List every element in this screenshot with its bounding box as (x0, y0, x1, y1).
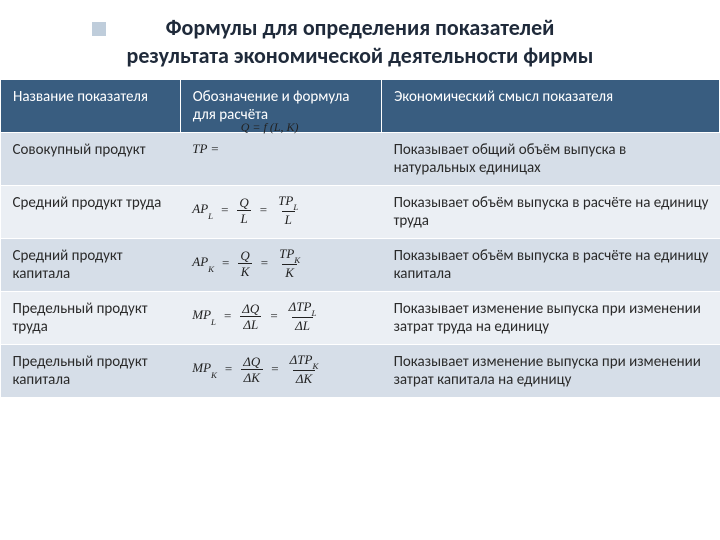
formula-tp-text: TP = (192, 141, 219, 157)
frac-dq-dk: ΔQΔK (240, 355, 263, 384)
cell-meaning: Показывает объём выпуска в расчёте на ед… (382, 239, 720, 292)
cell-name: Предельный продукт труда (1, 292, 181, 345)
cell-meaning: Показывает изменение выпуска при изменен… (382, 292, 720, 345)
equals-icon: = (223, 361, 234, 377)
header-name: Название показателя (1, 80, 181, 133)
equals-icon: = (219, 202, 230, 218)
table-row: Средний продукт труда APL = QL = TPLL По… (1, 186, 720, 239)
table-row: Совокупный продукт TP = Показывает общий… (1, 133, 720, 186)
cell-name: Средний продукт капитала (1, 239, 181, 292)
ap-symbol: APK (192, 254, 214, 272)
cell-formula: TP = (180, 133, 381, 186)
mp-symbol: MPL (192, 307, 216, 325)
header-formula: Обозначение и формула для расчёта Q = f … (180, 80, 381, 133)
equals-icon: = (259, 255, 270, 271)
title-line1: Формулы для определения показателей (166, 14, 555, 41)
cell-name: Предельный продукт капитала (1, 345, 181, 398)
frac-tpl-l: TPLL (275, 194, 301, 226)
formula-apk: APK = QK = TPKK (192, 247, 371, 279)
frac-dq-dl: ΔQΔL (239, 302, 262, 331)
cell-formula: MPL = ΔQΔL = ΔTPLΔL (180, 292, 381, 345)
mp-symbol: MPK (192, 360, 217, 378)
cell-formula: APK = QK = TPKK (180, 239, 381, 292)
cell-name: Средний продукт труда (1, 186, 181, 239)
frac-dtpk-dk: ΔTPKΔK (287, 353, 322, 385)
header-meaning: Экономический смысл показателя (382, 80, 720, 133)
cell-meaning: Показывает объём выпуска в расчёте на ед… (382, 186, 720, 239)
cell-meaning: Показывает изменение выпуска при изменен… (382, 345, 720, 398)
indicators-table: Название показателя Обозначение и формул… (0, 79, 720, 397)
cell-meaning: Показывает общий объём выпуска в натурал… (382, 133, 720, 186)
cell-formula: MPK = ΔQΔK = ΔTPKΔK (180, 345, 381, 398)
formula-apl: APL = QL = TPLL (192, 194, 371, 226)
slide-title: Формулы для определения показателей резу… (0, 0, 720, 79)
formula-mpk: MPK = ΔQΔK = ΔTPKΔK (192, 353, 371, 385)
equals-icon: = (220, 255, 231, 271)
table-row: Средний продукт капитала APK = QK = TPKK… (1, 239, 720, 292)
cell-name: Совокупный продукт (1, 133, 181, 186)
title-deco-square (92, 22, 106, 36)
frac-q-k: QK (237, 249, 252, 278)
table-row: Предельный продукт капитала MPK = ΔQΔK =… (1, 345, 720, 398)
table-row: Предельный продукт труда MPL = ΔQΔL = ΔT… (1, 292, 720, 345)
equals-icon: = (269, 361, 280, 377)
formula-tp: TP = (192, 141, 371, 157)
title-line2: результата экономической деятельности фи… (127, 42, 594, 69)
overlay-q-flk: Q = f (L, K) (241, 120, 299, 135)
ap-symbol: APL (192, 201, 213, 219)
frac-dtpl-dl: ΔTPLΔL (286, 300, 320, 332)
frac-tpk-k: TPKK (276, 247, 303, 279)
formula-mpl: MPL = ΔQΔL = ΔTPLΔL (192, 300, 371, 332)
equals-icon: = (222, 308, 233, 324)
frac-q-l: QL (236, 196, 251, 225)
table-header-row: Название показателя Обозначение и формул… (1, 80, 720, 133)
equals-icon: = (258, 202, 269, 218)
cell-formula: APL = QL = TPLL (180, 186, 381, 239)
header-formula-text: Обозначение и формула для расчёта (193, 88, 350, 124)
equals-icon: = (268, 308, 279, 324)
